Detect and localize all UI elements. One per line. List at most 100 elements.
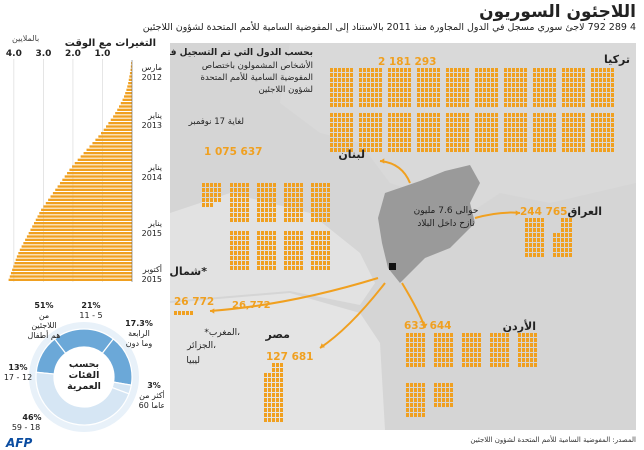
refugee-unit-cell [392,118,395,122]
refugee-unit-cell [400,148,403,152]
refugee-unit-cell [346,88,349,92]
refugee-unit-cell [502,358,505,362]
refugee-unit-cell [434,348,437,352]
refugee-unit-cell [292,266,295,270]
refugee-unit-cell [491,123,494,127]
refugee-unit-cell [330,98,333,102]
refugee-unit-cell [433,93,436,97]
refugee-unit-cell [578,98,581,102]
timeline-bar [125,92,132,95]
refugee-unit-cell [367,148,370,152]
refugee-unit-cell [553,143,556,147]
refugee-unit-cell [284,231,287,235]
refugee-unit-cell [574,133,577,137]
refugee-unit-cell [268,398,271,402]
refugee-unit-cell [446,103,449,107]
refugee-unit-cell [296,231,299,235]
refugee-unit-cell [375,68,378,72]
refugee-unit-cell [491,128,494,132]
refugee-unit-cell [425,93,428,97]
refugee-unit-cell [202,198,205,202]
refugee-unit-cell [265,266,268,270]
refugee-unit-cell [545,113,548,117]
refugee-unit-cell [388,133,391,137]
refugee-unit-cell [595,143,598,147]
refugee-unit-cell [475,148,478,152]
refugee-unit-cell [566,148,569,152]
refugee-unit-cell [417,83,420,87]
refugee-unit-cell [522,338,525,342]
refugee-unit-cell [549,123,552,127]
refugee-unit-cell [599,148,602,152]
refugee-unit-cell [582,88,585,92]
refugee-unit-cell [490,353,493,357]
refugee-unit-cell [350,68,353,72]
refugee-unit-cell [280,388,283,392]
refugee-unit-cell [246,266,249,270]
refugee-unit-cell [506,353,509,357]
refugee-unit-cell [578,88,581,92]
refugee-unit-cell [437,148,440,152]
refugee-unit-cell [491,113,494,117]
refugee-unit-cell [404,138,407,142]
donut-center-label: الفئات [69,370,100,381]
refugee-unit-cell [478,353,481,357]
map-legend-title: بحسب الدول التي تم التسجيل فيها [170,48,313,58]
refugee-unit-cell [396,83,399,87]
refugee-unit-cell [553,93,556,97]
refugee-unit-cell [269,231,272,235]
refugee-unit-cell [417,128,420,132]
refugee-unit-cell [338,93,341,97]
refugee-unit-cell [591,118,594,122]
refugee-unit-cell [265,218,268,222]
refugee-unit-cell [269,213,272,217]
refugee-unit-cell [400,133,403,137]
refugee-unit-cell [342,88,345,92]
refugee-unit-cell [549,143,552,147]
refugee-unit-cell [562,113,565,117]
refugee-unit-cell [261,266,264,270]
refugee-unit-cell [549,88,552,92]
refugee-unit-cell [475,128,478,132]
refugee-unit-cell [479,123,482,127]
refugee-unit-cell [446,68,449,72]
refugee-unit-cell [603,98,606,102]
refugee-unit-cell [537,93,540,97]
refugee-unit-cell [363,148,366,152]
refugee-unit-cell [502,343,505,347]
refugee-unit-cell [561,233,564,237]
refugee-unit-cell [508,123,511,127]
refugee-unit-cell [311,231,314,235]
refugee-unit-cell [516,148,519,152]
refugee-unit-cell [210,203,213,207]
refugee-unit-cell [425,73,428,77]
refugee-unit-cell [446,363,449,367]
refugee-unit-cell [422,383,425,387]
refugee-unit-cell [404,118,407,122]
refugee-unit-cell [319,193,322,197]
refugee-unit-cell [446,383,449,387]
refugee-unit-cell [346,83,349,87]
refugee-unit-cell [607,123,610,127]
source-note: المصدر: المفوضية السامية للأمم المتحدة ل… [470,436,636,444]
refugee-unit-cell [522,358,525,362]
refugee-unit-cell [516,88,519,92]
refugee-unit-cell [327,203,330,207]
refugee-unit-cell [334,133,337,137]
refugee-unit-cell [346,138,349,142]
refugee-unit-cell [246,203,249,207]
timeline-bar [55,188,132,191]
refugee-unit-cell [292,241,295,245]
refugee-unit-cell [446,398,449,402]
refugee-unit-cell [429,123,432,127]
refugee-unit-cell [433,133,436,137]
refugee-unit-cell [265,193,268,197]
donut-label: أكثر من [139,390,164,400]
refugee-unit-cell [512,83,515,87]
refugee-unit-cell [599,138,602,142]
refugee-unit-cell [582,133,585,137]
refugee-unit-cell [422,343,425,347]
refugee-unit-cell [541,223,544,227]
refugee-unit-cell [458,113,461,117]
refugee-unit-cell [406,358,409,362]
